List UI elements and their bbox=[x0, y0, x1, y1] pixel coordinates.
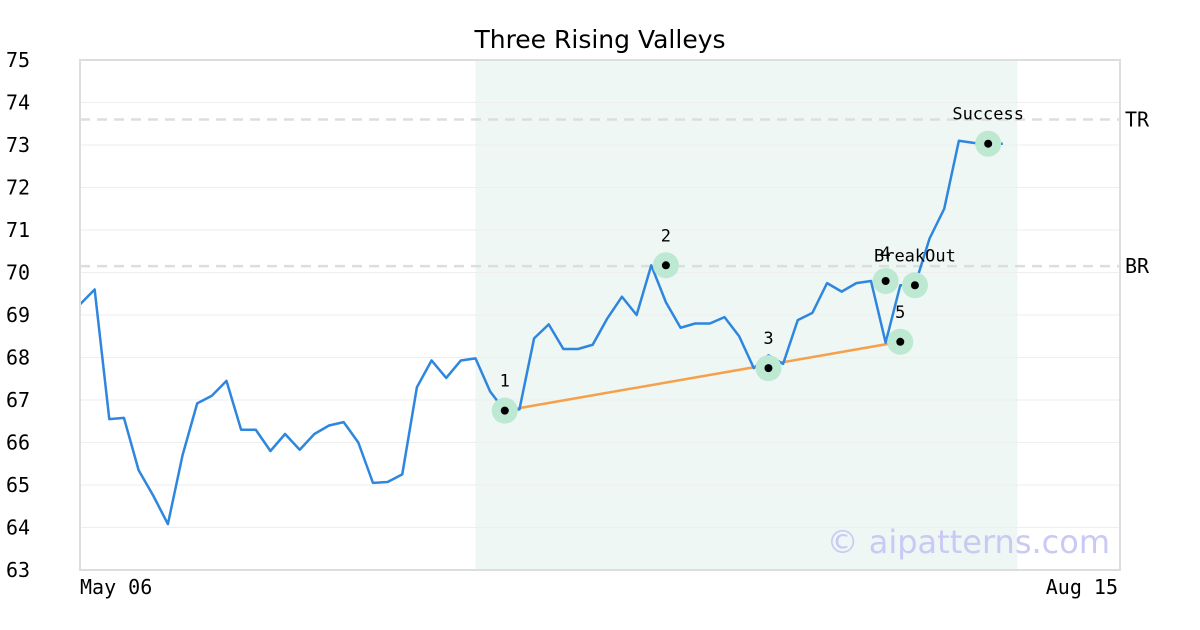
x-tick-label: Aug 15 bbox=[1046, 575, 1118, 599]
chart-title: Three Rising Valleys bbox=[473, 25, 725, 54]
y-tick-label: 74 bbox=[6, 91, 30, 115]
level-label: TR bbox=[1125, 108, 1150, 132]
y-tick-label: 66 bbox=[6, 431, 30, 455]
watermark: © aipatterns.com bbox=[827, 523, 1110, 561]
plot-area: 63 64 65 66 67 68 69 70 71 72 73 74 75 TR BR 1 2 3 4 5 Break… bbox=[6, 48, 1150, 582]
y-tick-label: 69 bbox=[6, 303, 30, 327]
y-tick-label: 67 bbox=[6, 388, 30, 412]
pattern-point-label: 2 bbox=[661, 226, 671, 246]
pattern-point-marker bbox=[661, 261, 670, 270]
pattern-point-marker bbox=[896, 337, 905, 346]
y-tick-label: 68 bbox=[6, 346, 30, 370]
pattern-point-label: BreakOut bbox=[874, 246, 956, 266]
y-tick-label: 70 bbox=[6, 261, 30, 285]
price-line bbox=[79, 139, 1003, 526]
pattern-point-marker bbox=[984, 139, 993, 148]
y-tick-label: 64 bbox=[6, 516, 30, 540]
valley-trendline bbox=[504, 340, 901, 412]
pattern-point-marker bbox=[764, 364, 773, 373]
level-label: BR bbox=[1125, 254, 1150, 278]
y-tick-label: 72 bbox=[6, 176, 30, 200]
pattern-point-label: 4 bbox=[881, 244, 891, 264]
pattern-point-marker bbox=[500, 406, 509, 415]
y-tick-label: 75 bbox=[6, 48, 30, 72]
pattern-point-label: 5 bbox=[895, 303, 905, 323]
pattern-point-marker bbox=[881, 277, 890, 285]
x-tick-label: May 06 bbox=[80, 575, 152, 599]
pattern-point-label: 1 bbox=[500, 372, 510, 392]
y-tick-label: 73 bbox=[6, 133, 30, 157]
pattern-point-marker bbox=[910, 281, 919, 290]
y-tick-label: 63 bbox=[6, 558, 30, 582]
plot-frame bbox=[79, 59, 1121, 571]
pattern-point-label: Success bbox=[952, 105, 1024, 125]
y-tick-label: 71 bbox=[6, 218, 30, 242]
y-tick-label: 65 bbox=[6, 473, 30, 497]
pattern-point-label: 3 bbox=[763, 329, 773, 349]
